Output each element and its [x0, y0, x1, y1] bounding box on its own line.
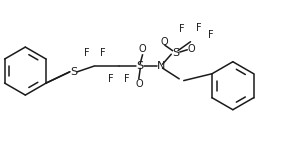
Text: F: F — [124, 74, 129, 84]
Text: F: F — [208, 30, 214, 40]
Text: S: S — [137, 61, 144, 71]
Text: S: S — [172, 48, 179, 58]
Text: F: F — [84, 48, 89, 58]
Text: S: S — [70, 67, 77, 77]
Text: F: F — [179, 24, 184, 34]
Text: F: F — [108, 74, 113, 84]
Text: N: N — [157, 61, 165, 71]
Text: O: O — [139, 44, 146, 54]
Text: O: O — [135, 79, 142, 89]
Text: O: O — [188, 44, 195, 54]
Text: F: F — [196, 23, 202, 33]
Text: O: O — [160, 37, 168, 47]
Text: F: F — [99, 48, 105, 58]
